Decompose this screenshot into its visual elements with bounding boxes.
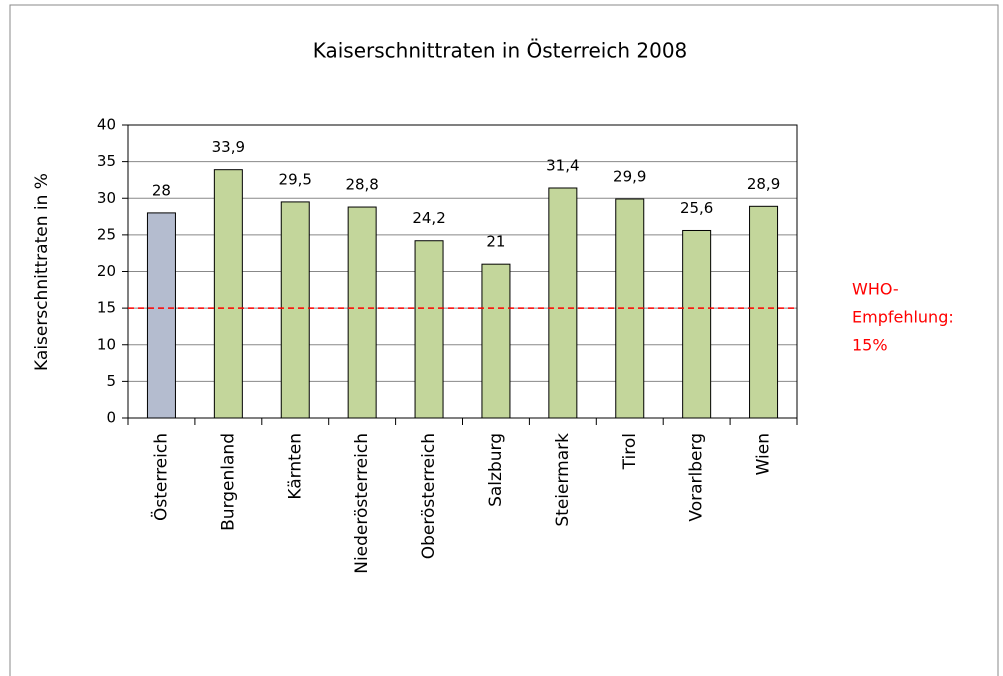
chart-title: Kaiserschnittraten in Österreich 2008 [313,39,688,63]
y-axis-label: Kaiserschnittraten in % [32,173,52,371]
y-tick-label: 35 [97,152,116,170]
x-tick-label: Salzburg [486,433,506,507]
bar [213,169,243,419]
value-label: 33,9 [212,138,245,156]
frame [9,4,999,676]
value-label: 28,9 [747,175,780,193]
x-tick-label: Burgenland [218,433,238,531]
reference-label: 15% [852,336,888,355]
x-tick-label: Vorarlberg [687,433,707,522]
y-tick-label: 10 [97,335,116,353]
value-label: 21 [486,233,505,251]
x-tick-label: Steiermark [553,433,573,527]
value-label: 31,4 [546,156,579,174]
bar [347,206,377,419]
x-tick-label: Wien [754,433,774,475]
value-label: 28,8 [345,176,378,194]
y-tick-label: 30 [97,189,116,207]
y-tick-label: 20 [97,262,116,280]
bar [548,187,578,419]
value-label: 25,6 [680,199,713,217]
y-tick-label: 40 [97,116,116,134]
value-label: 29,9 [613,167,646,185]
x-tick-label: Niederösterreich [352,433,372,574]
reference-label: Empfehlung: [852,308,954,327]
y-tick-label: 15 [97,299,116,317]
bar [682,229,712,419]
bar [280,201,310,419]
bar [749,205,779,419]
x-tick-label: Oberösterreich [419,433,439,559]
y-tick-label: 25 [97,225,116,243]
x-tick-label: Kärnten [285,433,305,500]
value-label: 28 [152,181,171,199]
bar [414,240,444,419]
bar [481,263,511,419]
x-tick-label: Österreich [149,433,171,521]
bar [146,212,176,419]
value-label: 29,5 [279,170,312,188]
reference-label: WHO- [852,280,899,299]
y-tick-label: 5 [106,372,116,390]
x-tick-label: Tirol [620,433,640,470]
value-label: 24,2 [412,209,445,227]
y-tick-label: 0 [106,409,116,427]
